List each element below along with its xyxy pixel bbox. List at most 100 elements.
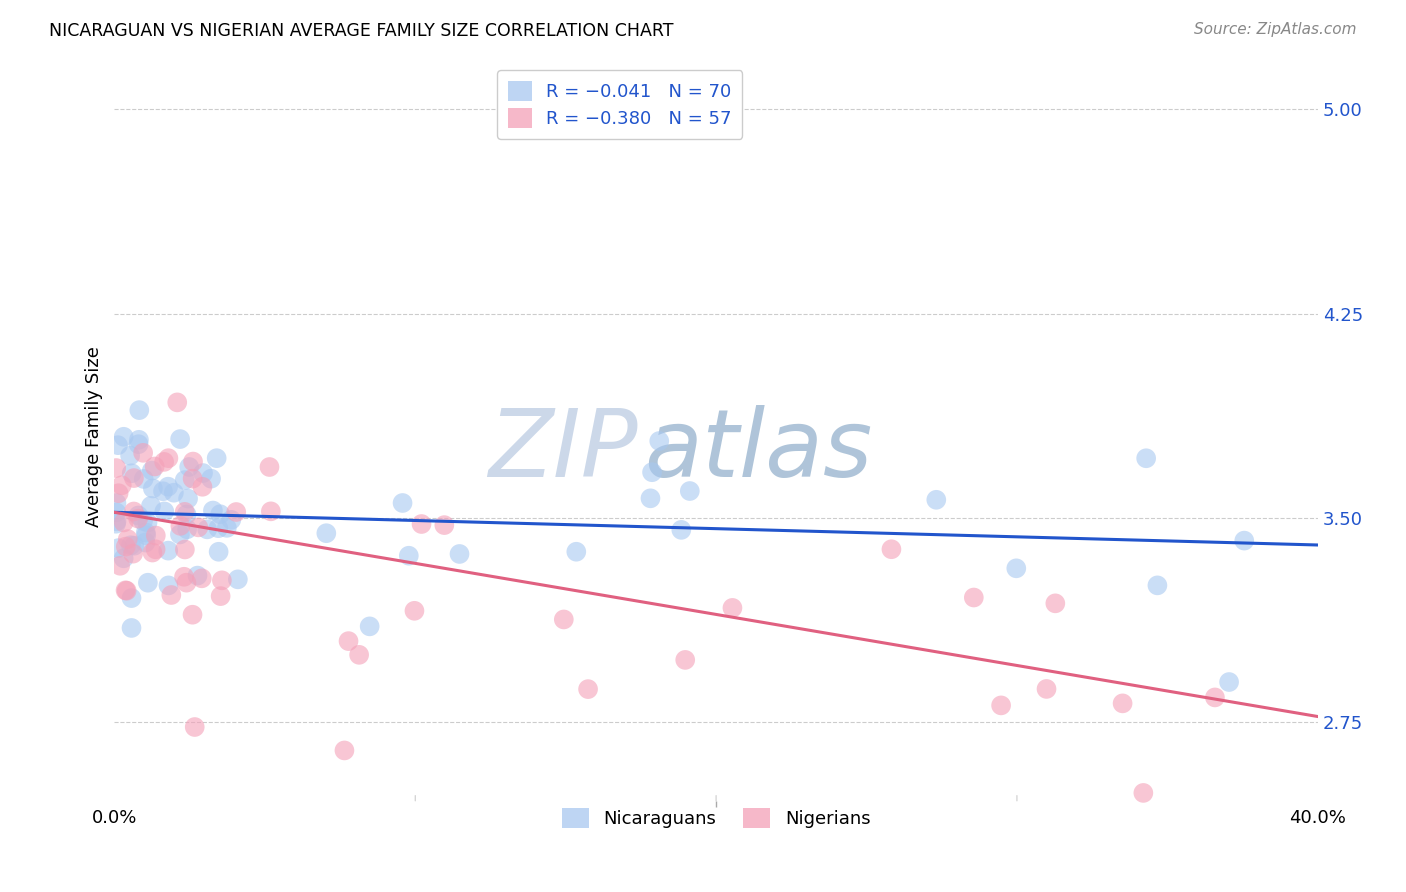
Point: [176, 508, 198, 522]
Y-axis label: Average Family Size: Average Family Size: [86, 345, 103, 526]
Point: [169, 519, 191, 533]
Point: [259, 460, 281, 475]
Point: [721, 600, 744, 615]
Point: [107, 486, 129, 500]
Text: ZIP: ZIP: [488, 405, 638, 496]
Point: [565, 545, 588, 559]
Point: [191, 466, 214, 480]
Point: [195, 522, 218, 536]
Point: [1035, 681, 1057, 696]
Point: [990, 698, 1012, 713]
Point: [132, 514, 155, 528]
Point: [679, 483, 702, 498]
Point: [201, 503, 224, 517]
Point: [359, 619, 381, 633]
Point: [157, 543, 180, 558]
Point: [176, 522, 198, 536]
Point: [107, 541, 129, 555]
Point: [177, 491, 200, 506]
Point: [1045, 596, 1067, 610]
Point: [132, 472, 155, 486]
Point: [315, 526, 337, 541]
Point: [205, 451, 228, 466]
Point: [179, 459, 201, 474]
Point: [404, 604, 426, 618]
Point: [121, 591, 143, 606]
Point: [134, 535, 156, 549]
Point: [337, 634, 360, 648]
Point: [333, 743, 356, 757]
Point: [173, 542, 195, 557]
Point: [114, 540, 136, 554]
Point: [105, 505, 128, 519]
Point: [128, 403, 150, 417]
Point: [1005, 561, 1028, 575]
Point: [153, 455, 176, 469]
Point: [142, 482, 165, 496]
Point: [136, 516, 159, 530]
Point: [260, 504, 283, 518]
Point: [1111, 697, 1133, 711]
Point: [1218, 675, 1240, 690]
Point: [114, 583, 136, 598]
Text: Source: ZipAtlas.com: Source: ZipAtlas.com: [1194, 22, 1357, 37]
Point: [184, 720, 207, 734]
Legend: Nicaraguans, Nigerians: Nicaraguans, Nigerians: [554, 801, 877, 835]
Point: [166, 395, 188, 409]
Point: [120, 449, 142, 463]
Point: [191, 480, 214, 494]
Point: [169, 527, 191, 541]
Point: [963, 591, 986, 605]
Point: [135, 528, 157, 542]
Point: [173, 570, 195, 584]
Point: [391, 496, 413, 510]
Point: [181, 454, 204, 468]
Point: [157, 578, 180, 592]
Point: [112, 430, 135, 444]
Point: [157, 451, 180, 466]
Point: [128, 437, 150, 451]
Point: [671, 523, 693, 537]
Point: [160, 588, 183, 602]
Point: [200, 472, 222, 486]
Point: [207, 521, 229, 535]
Point: [173, 505, 195, 519]
Point: [111, 478, 134, 492]
Point: [641, 465, 664, 479]
Point: [105, 514, 128, 528]
Point: [122, 504, 145, 518]
Point: [107, 438, 129, 452]
Point: [121, 621, 143, 635]
Point: [121, 467, 143, 481]
Point: [128, 433, 150, 447]
Point: [1132, 786, 1154, 800]
Point: [145, 542, 167, 557]
Point: [648, 434, 671, 448]
Point: [398, 549, 420, 563]
Point: [553, 612, 575, 626]
Point: [105, 496, 128, 510]
Point: [135, 525, 157, 540]
Point: [136, 575, 159, 590]
Point: [181, 472, 204, 486]
Point: [143, 459, 166, 474]
Point: [176, 575, 198, 590]
Point: [173, 473, 195, 487]
Point: [124, 539, 146, 553]
Point: [141, 545, 163, 559]
Point: [122, 471, 145, 485]
Point: [225, 505, 247, 519]
Point: [576, 682, 599, 697]
Point: [1135, 451, 1157, 466]
Point: [673, 653, 696, 667]
Point: [157, 480, 180, 494]
Point: [1233, 533, 1256, 548]
Point: [132, 446, 155, 460]
Point: [127, 508, 149, 523]
Point: [207, 545, 229, 559]
Point: [163, 485, 186, 500]
Point: [209, 589, 232, 603]
Point: [122, 547, 145, 561]
Point: [153, 504, 176, 518]
Point: [411, 516, 433, 531]
